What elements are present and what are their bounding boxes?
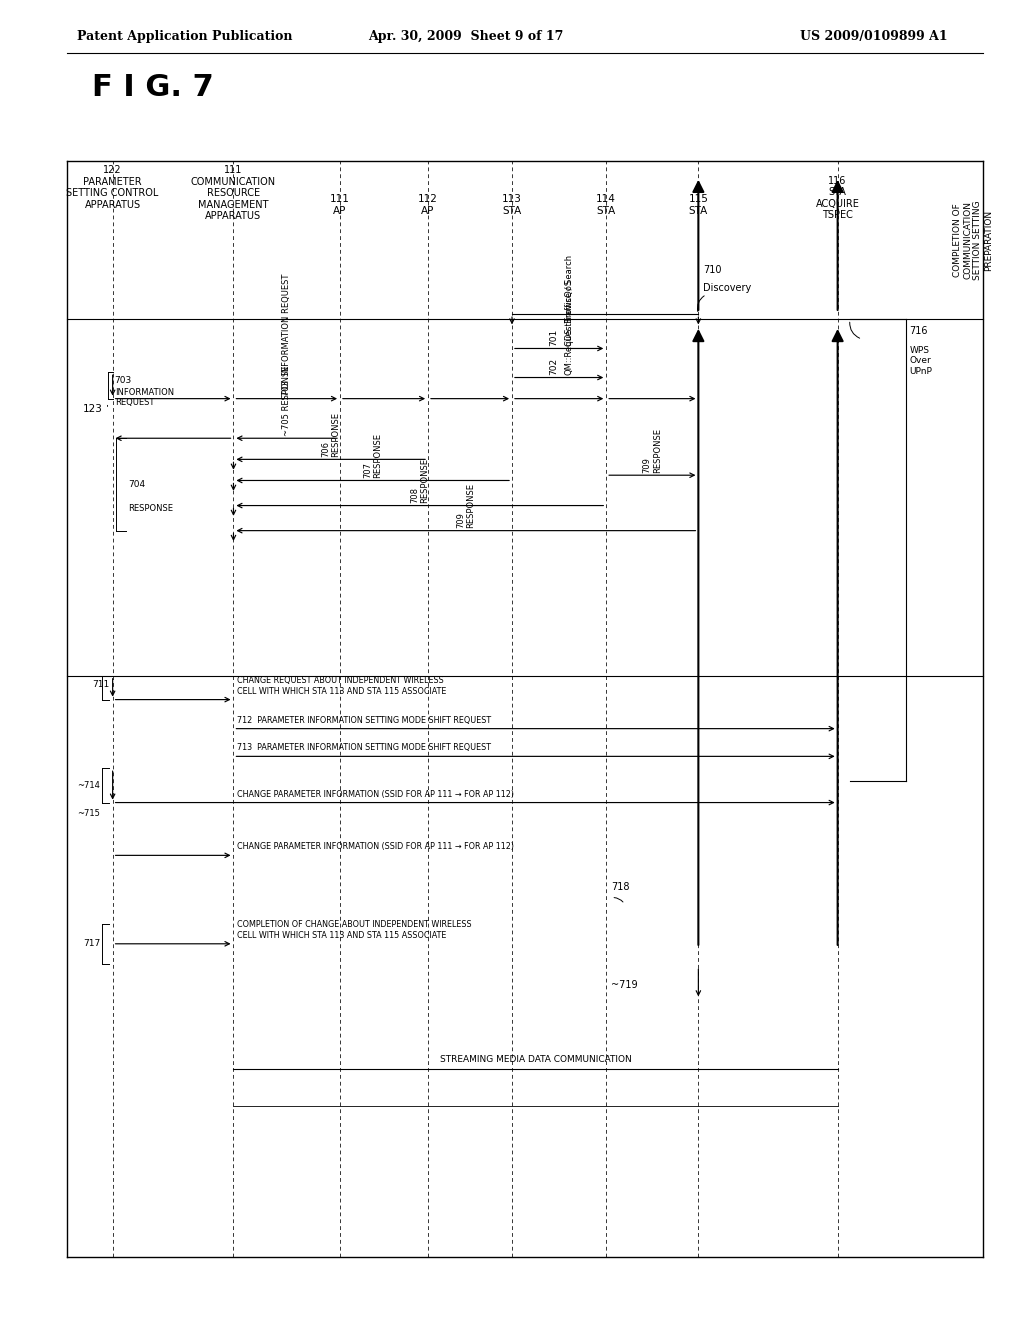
Text: ~719: ~719 [611,979,638,990]
Text: 703: 703 [115,376,132,385]
Text: ~714: ~714 [78,781,100,789]
Text: STREAMING MEDIA DATA COMMUNICATION: STREAMING MEDIA DATA COMMUNICATION [439,1055,632,1064]
Text: ~715: ~715 [78,809,100,817]
Text: 704: 704 [128,480,145,488]
Text: 706
RESPONSE: 706 RESPONSE [322,412,340,457]
Text: 716: 716 [909,326,928,337]
Text: ~705 RESPONSE: ~705 RESPONSE [283,366,291,436]
Text: 709
RESPONSE: 709 RESPONSE [643,428,662,473]
Text: US 2009/0109899 A1: US 2009/0109899 A1 [800,30,947,44]
Text: CHANGE PARAMETER INFORMATION (SSID FOR AP 111 → FOR AP 112): CHANGE PARAMETER INFORMATION (SSID FOR A… [237,789,514,799]
Text: 703  INFORMATION REQUEST: 703 INFORMATION REQUEST [283,273,291,396]
Text: COMPLETION OF
COMMUNICATION
SETTION SETTING
PREPARATION: COMPLETION OF COMMUNICATION SETTION SETT… [952,201,993,280]
Text: 713  PARAMETER INFORMATION SETTING MODE SHIFT REQUEST: 713 PARAMETER INFORMATION SETTING MODE S… [237,743,490,752]
Text: 710: 710 [703,264,722,275]
Text: 112
AP: 112 AP [418,194,438,215]
Text: 111
COMMUNICATION
RESOURCE
MANAGEMENT
APPARATUS: 111 COMMUNICATION RESOURCE MANAGEMENT AP… [190,165,276,222]
Text: QM::RequestTrafficQoS: QM::RequestTrafficQoS [565,279,573,375]
Text: WPS
Over
UPnP: WPS Over UPnP [909,346,932,376]
Text: CHANGE REQUEST ABOUT INDEPENDENT WIRELESS
CELL WITH WHICH STA 113 AND STA 115 AS: CHANGE REQUEST ABOUT INDEPENDENT WIRELES… [237,676,445,696]
Text: 701: 701 [550,329,558,346]
Text: 708
RESPONSE: 708 RESPONSE [411,458,429,503]
Text: 114
STA: 114 STA [596,194,616,215]
Text: 707
RESPONSE: 707 RESPONSE [364,433,382,478]
Text: 712  PARAMETER INFORMATION SETTING MODE SHIFT REQUEST: 712 PARAMETER INFORMATION SETTING MODE S… [237,715,490,725]
Text: Discovery: Discovery [703,282,752,293]
Text: 115
STA: 115 STA [688,194,709,215]
Text: 123: 123 [83,404,102,414]
Text: Patent Application Publication: Patent Application Publication [77,30,292,44]
Text: 717: 717 [83,940,100,948]
Text: 116
STA
ACQUIRE
TSPEC: 116 STA ACQUIRE TSPEC [816,176,859,220]
Text: RESPONSE: RESPONSE [128,504,173,512]
Text: INFORMATION
REQUEST: INFORMATION REQUEST [115,388,174,408]
Text: 702: 702 [550,358,558,375]
Text: CDS::Browse / Search: CDS::Browse / Search [565,255,573,346]
Text: 122
PARAMETER
SETTING CONTROL
APPARATUS: 122 PARAMETER SETTING CONTROL APPARATUS [67,165,159,210]
Text: F I G. 7: F I G. 7 [92,73,214,102]
Text: 111
AP: 111 AP [330,194,350,215]
Text: 709
RESPONSE: 709 RESPONSE [457,483,475,528]
Text: Apr. 30, 2009  Sheet 9 of 17: Apr. 30, 2009 Sheet 9 of 17 [369,30,563,44]
Text: CHANGE PARAMETER INFORMATION (SSID FOR AP 111 → FOR AP 112): CHANGE PARAMETER INFORMATION (SSID FOR A… [237,842,514,851]
Text: COMPLETION OF CHANGE ABOUT INDEPENDENT WIRELESS
CELL WITH WHICH STA 113 AND STA : COMPLETION OF CHANGE ABOUT INDEPENDENT W… [237,920,471,940]
Text: 711: 711 [92,680,110,689]
Text: 718: 718 [611,882,630,892]
Text: 113
STA: 113 STA [502,194,522,215]
